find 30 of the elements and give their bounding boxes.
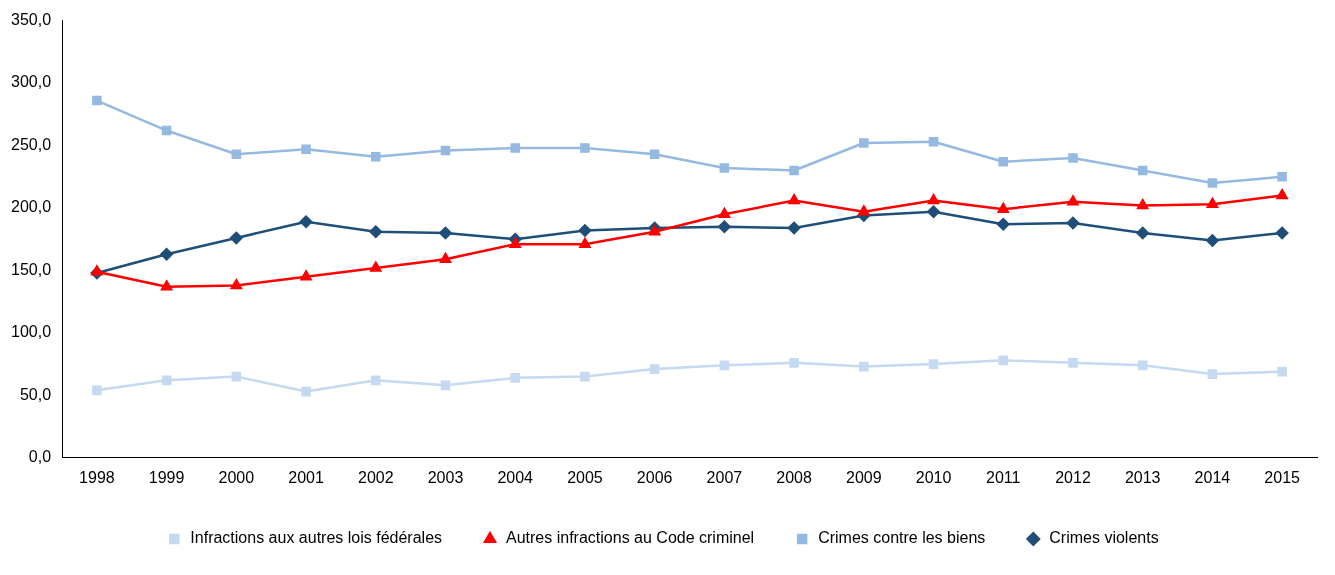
- legend-label: Infractions aux autres lois fédérales: [190, 529, 443, 547]
- x-tick-label: 2012: [1055, 468, 1091, 486]
- y-tick-label: 100,0: [10, 323, 52, 341]
- x-tick-label: 2007: [706, 468, 743, 486]
- x-tick-label: 2003: [427, 468, 464, 486]
- x-tick-label: 2000: [218, 468, 255, 486]
- legend-label: Crimes violents: [1049, 529, 1159, 547]
- y-tick-label: 150,0: [10, 260, 52, 278]
- x-tick-label: 1999: [148, 468, 185, 486]
- y-tick-label: 200,0: [10, 198, 52, 216]
- x-tick-label: 2005: [567, 468, 603, 486]
- x-tick-label: 2013: [1124, 468, 1161, 486]
- x-tick-label: 2011: [986, 468, 1021, 486]
- x-tick-label: 2001: [288, 468, 324, 486]
- legend-label: Autres infractions au Code criminel: [506, 529, 755, 547]
- x-tick-label: 2008: [776, 468, 812, 486]
- x-tick-label: 2006: [636, 468, 673, 486]
- y-tick-label: 50,0: [19, 385, 52, 403]
- x-tick-label: 2009: [846, 468, 882, 486]
- y-tick-label: 0,0: [28, 448, 52, 466]
- x-tick-label: 2004: [497, 468, 534, 486]
- y-tick-label: 300,0: [10, 73, 52, 91]
- x-tick-label: 2014: [1194, 468, 1231, 486]
- x-tick-label: 2015: [1264, 468, 1301, 486]
- x-tick-label: 1998: [79, 468, 115, 486]
- y-tick-label: 350,0: [10, 11, 52, 29]
- y-tick-label: 250,0: [10, 135, 52, 153]
- x-tick-label: 2010: [915, 468, 952, 486]
- legend-label: Crimes contre les biens: [818, 529, 986, 547]
- x-tick-label: 2002: [357, 468, 394, 486]
